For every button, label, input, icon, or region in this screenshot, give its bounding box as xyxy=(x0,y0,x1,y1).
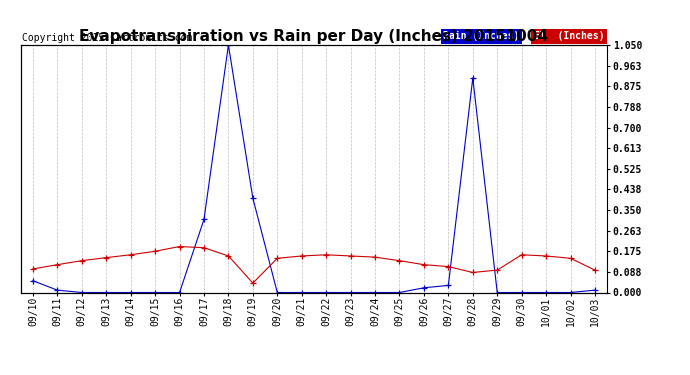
Text: ET  (Inches): ET (Inches) xyxy=(534,31,604,41)
Text: Rain (Inches): Rain (Inches) xyxy=(443,31,520,41)
Text: Copyright 2015 Cartronics.com: Copyright 2015 Cartronics.com xyxy=(22,33,193,42)
Title: Evapotranspiration vs Rain per Day (Inches) 20151004: Evapotranspiration vs Rain per Day (Inch… xyxy=(79,29,549,44)
